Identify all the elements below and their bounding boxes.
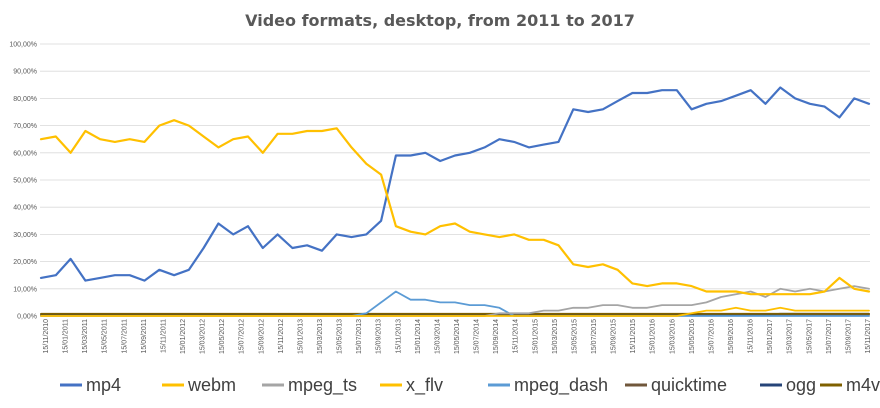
- x-tick-label: 15/11/2016: [748, 319, 755, 354]
- series-line-mpeg-dash: [40, 290, 870, 317]
- x-tick-label: 15/09/2017: [845, 319, 852, 354]
- series-line-mp4: [39, 86, 871, 282]
- legend-label: ogg: [786, 375, 816, 395]
- x-axis-ticks: 15/11/2010 15/01/2011 15/03/2011 15/05/2011…: [43, 319, 872, 354]
- x-tick-label: 15/01/2011: [63, 319, 70, 354]
- x-tick-label: 15/11/2011: [160, 319, 167, 353]
- x-tick-label: 15/05/2017: [806, 319, 813, 354]
- x-tick-label: 15/03/2012: [200, 319, 207, 354]
- legend-label: mp4: [86, 375, 121, 395]
- x-tick-label: 15/11/2014: [513, 319, 520, 354]
- x-tick-label: 15/09/2014: [493, 319, 500, 354]
- legend-label: m4v: [846, 375, 880, 395]
- y-tick-label: 60,00%: [13, 150, 37, 157]
- x-tick-label: 15/11/2010: [43, 319, 50, 354]
- legend-label: mpeg_dash: [514, 375, 608, 396]
- series-line-mpeg-ts: [40, 285, 870, 317]
- x-tick-label: 15/03/2011: [82, 319, 89, 354]
- x-tick-label: 15/09/2015: [611, 319, 618, 354]
- x-tick-label: 15/07/2015: [591, 319, 598, 354]
- series-lines: [39, 86, 871, 317]
- x-tick-label: 15/05/2012: [219, 319, 226, 354]
- x-tick-label: 15/03/2016: [669, 319, 676, 354]
- legend-label: webm: [187, 375, 236, 395]
- x-tick-label: 15/01/2015: [532, 319, 539, 354]
- legend: mp4 webm mpeg_ts x_flv mpeg_dash quicktime ogg…: [60, 375, 880, 396]
- x-tick-label: 15/09/2012: [258, 319, 265, 354]
- x-tick-label: 15/07/2017: [826, 319, 833, 354]
- x-tick-label: 15/07/2014: [474, 319, 481, 354]
- series-line-x-flv: [39, 119, 871, 296]
- x-tick-label: 15/09/2013: [376, 319, 383, 354]
- x-tick-label: 15/09/2016: [728, 319, 735, 354]
- y-tick-label: 100,00%: [9, 42, 37, 49]
- legend-label: quicktime: [651, 375, 727, 395]
- y-axis-ticks: 0,00% 10,00% 20,00% 30,00% 40,00% 50,00% 60,00…: [9, 42, 37, 321]
- x-tick-label: 15/09/2011: [141, 319, 148, 354]
- y-tick-label: 90,00%: [13, 69, 37, 76]
- legend-label: x_flv: [406, 375, 443, 396]
- y-tick-label: 70,00%: [13, 123, 37, 130]
- y-tick-label: 30,00%: [13, 232, 37, 239]
- x-tick-label: 15/03/2014: [434, 319, 441, 354]
- x-tick-label: 15/07/2012: [239, 319, 246, 354]
- x-tick-label: 15/11/2015: [630, 319, 637, 354]
- x-tick-label: 15/05/2015: [571, 319, 578, 354]
- chart-title: Video formats, desktop, from 2011 to 201…: [245, 11, 635, 30]
- x-tick-label: 15/05/2011: [102, 319, 109, 354]
- x-tick-label: 15/01/2016: [650, 319, 657, 354]
- x-tick-label: 15/05/2014: [454, 319, 461, 354]
- x-tick-label: 15/11/2013: [395, 319, 402, 354]
- x-tick-label: 15/01/2017: [767, 319, 774, 354]
- y-tick-label: 10,00%: [13, 286, 37, 293]
- x-tick-label: 15/01/2014: [415, 319, 422, 354]
- series-line-webm: [40, 306, 870, 317]
- gridlines: [40, 43, 870, 317]
- y-tick-label: 50,00%: [13, 178, 37, 185]
- x-tick-label: 15/03/2013: [317, 319, 324, 354]
- y-tick-label: 20,00%: [13, 259, 37, 266]
- x-tick-label: 15/07/2011: [121, 319, 128, 354]
- x-tick-label: 15/05/2016: [689, 319, 696, 354]
- x-tick-label: 15/07/2016: [708, 319, 715, 354]
- x-tick-label: 15/11/2012: [278, 319, 285, 354]
- x-tick-label: 15/03/2015: [552, 319, 559, 354]
- legend-label: mpeg_ts: [288, 375, 357, 396]
- y-tick-label: 80,00%: [13, 96, 37, 103]
- y-tick-label: 40,00%: [13, 205, 37, 212]
- x-tick-label: 15/03/2017: [787, 319, 794, 354]
- x-tick-label: 15/01/2012: [180, 319, 187, 354]
- x-tick-label: 15/07/2013: [356, 319, 363, 354]
- y-tick-label: 0,00%: [17, 314, 37, 321]
- x-tick-label: 15/05/2013: [337, 319, 344, 354]
- x-tick-label: 15/11/2017: [865, 319, 872, 354]
- x-tick-label: 15/01/2013: [297, 319, 304, 354]
